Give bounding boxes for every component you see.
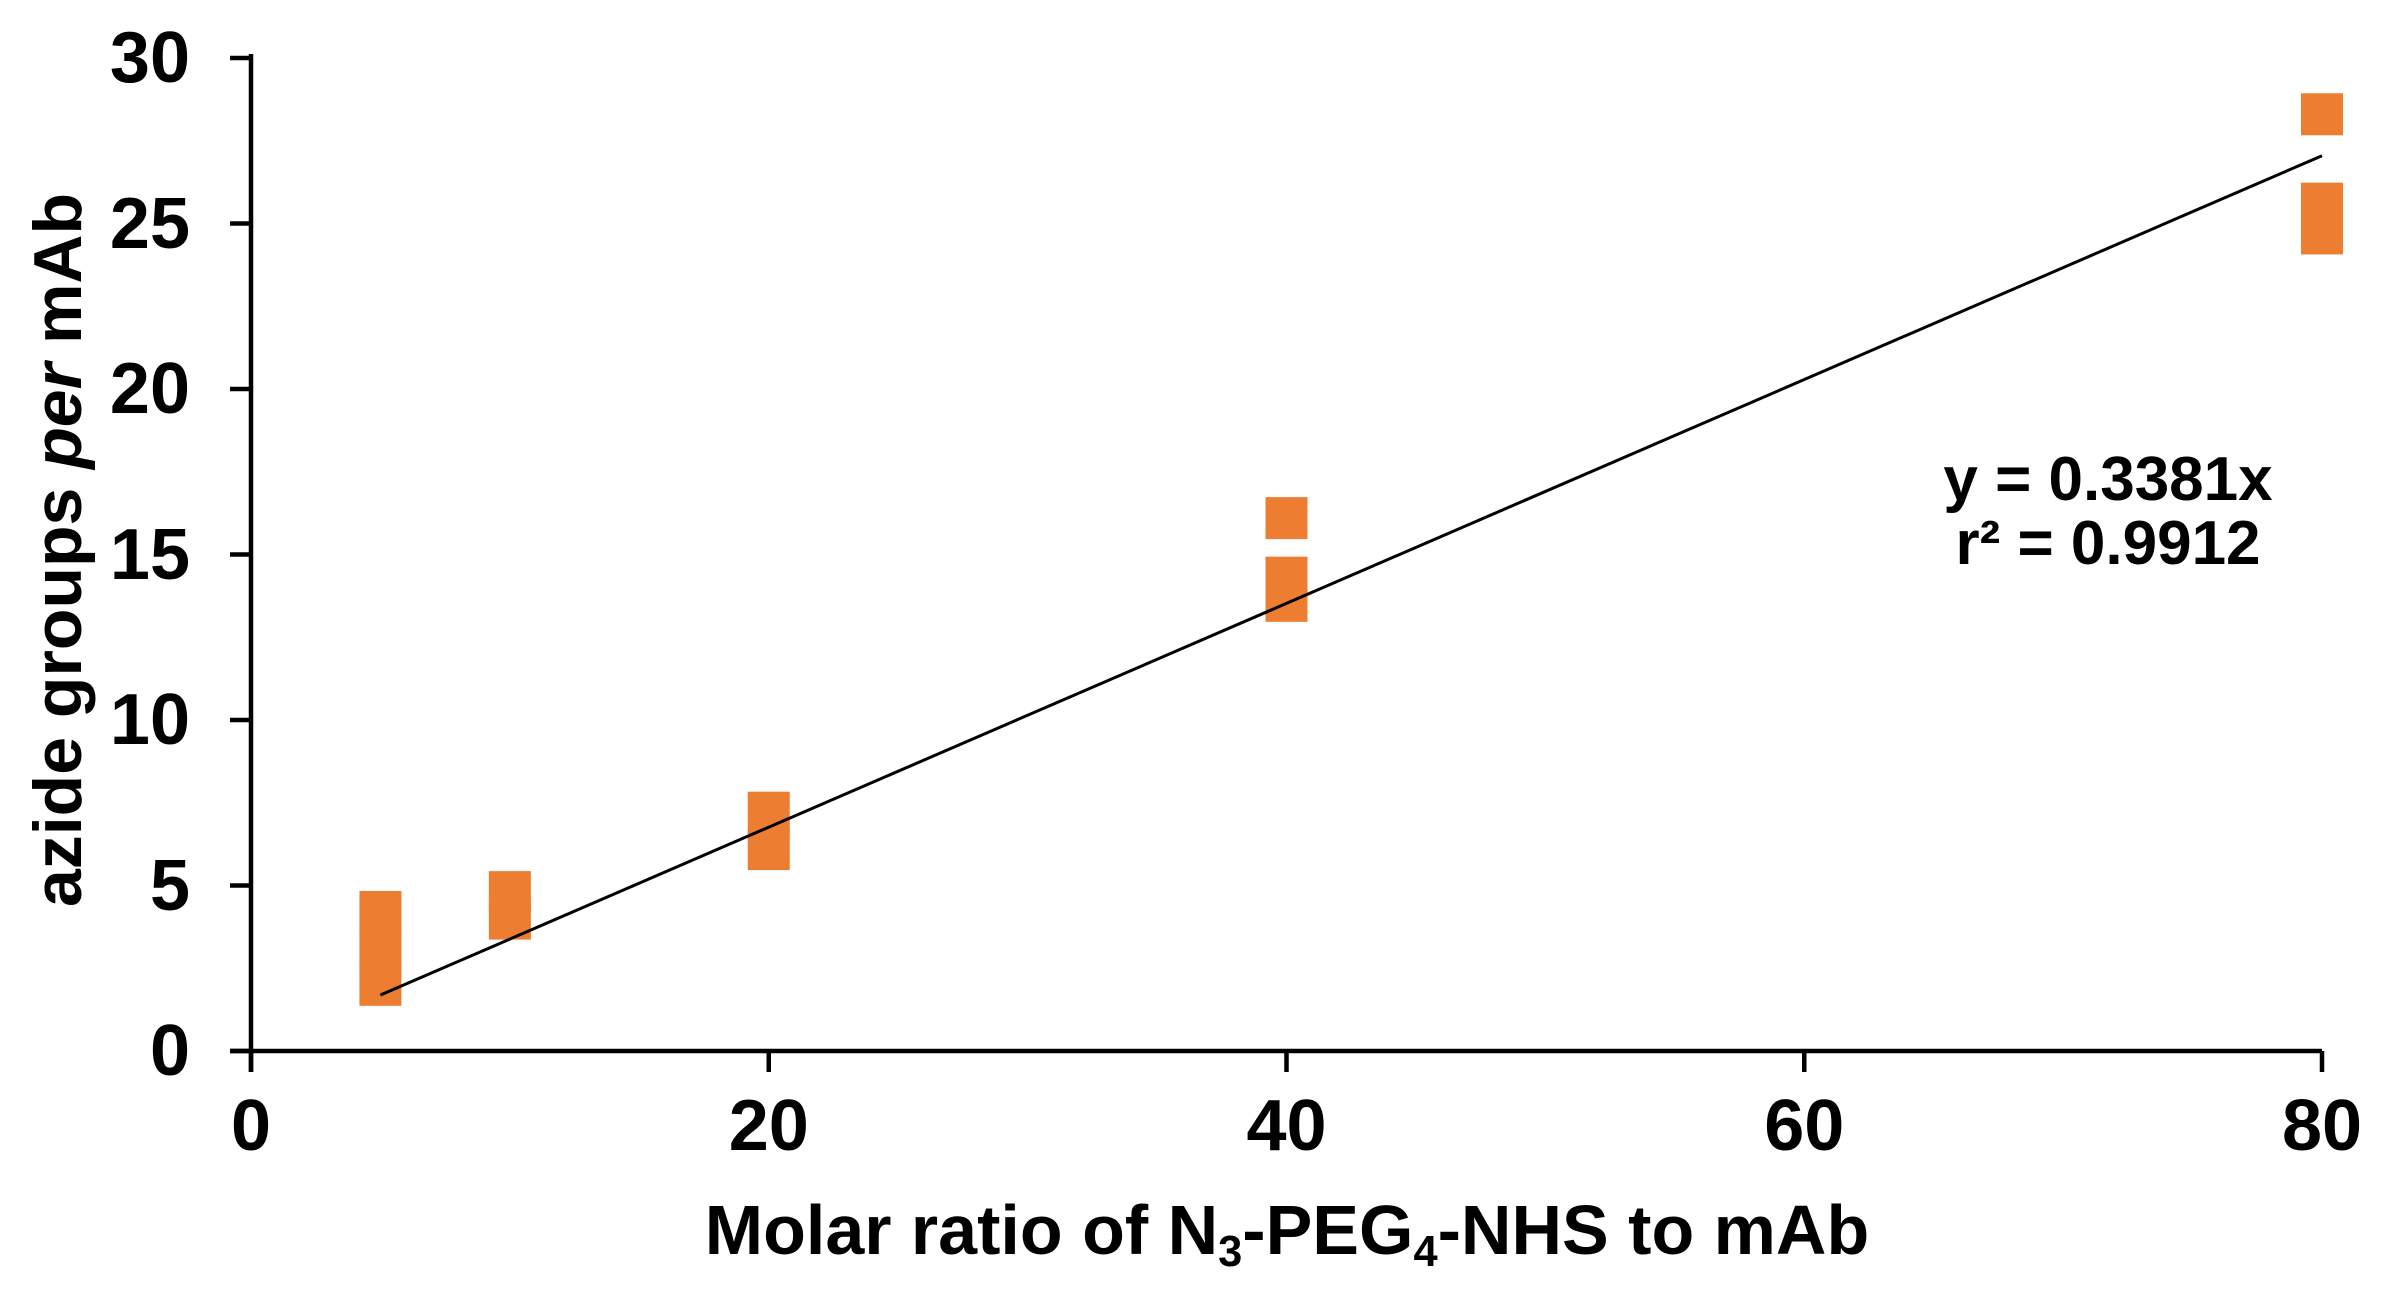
data-point <box>359 963 402 1006</box>
y-tick-label: 0 <box>149 1011 190 1091</box>
trendline-annotation: y = 0.3381x r² = 0.9912 <box>1943 448 2272 576</box>
trendline <box>379 154 2323 997</box>
axis-title-text: -PEG <box>1242 1191 1414 1269</box>
trendline-r-squared: r² = 0.9912 <box>1955 509 2261 578</box>
trendline-equation: y = 0.3381x <box>1943 445 2273 514</box>
data-point <box>747 828 790 871</box>
data-point <box>359 927 402 970</box>
data-point <box>1265 579 1308 622</box>
axis-title-text: Molar ratio of N <box>704 1191 1219 1269</box>
axis-title-text: -NHS to mAb <box>1437 1191 1870 1269</box>
data-point <box>2301 212 2343 255</box>
data-point <box>2301 93 2343 136</box>
data-point <box>1265 497 1308 540</box>
y-tick-label: 20 <box>109 349 190 429</box>
axis-title-subscript: 3 <box>1218 1228 1243 1277</box>
x-tick-label: 80 <box>2281 1086 2363 1166</box>
x-tick-label: 0 <box>230 1086 272 1166</box>
axis-title-subscript: 4 <box>1413 1228 1438 1277</box>
x-tick-label: 20 <box>728 1086 809 1166</box>
x-tick-label: 40 <box>1246 1086 1327 1166</box>
y-tick-label: 30 <box>109 18 190 98</box>
y-tick-label: 10 <box>109 680 190 760</box>
x-axis-title: Molar ratio of N3-PEG4-NHS to mAb <box>704 1190 1870 1274</box>
y-tick-label: 5 <box>149 845 190 926</box>
y-tick-label: 25 <box>109 183 190 264</box>
y-tick-label: 15 <box>109 514 190 595</box>
x-tick-label: 60 <box>1764 1086 1845 1166</box>
data-point <box>359 890 402 933</box>
